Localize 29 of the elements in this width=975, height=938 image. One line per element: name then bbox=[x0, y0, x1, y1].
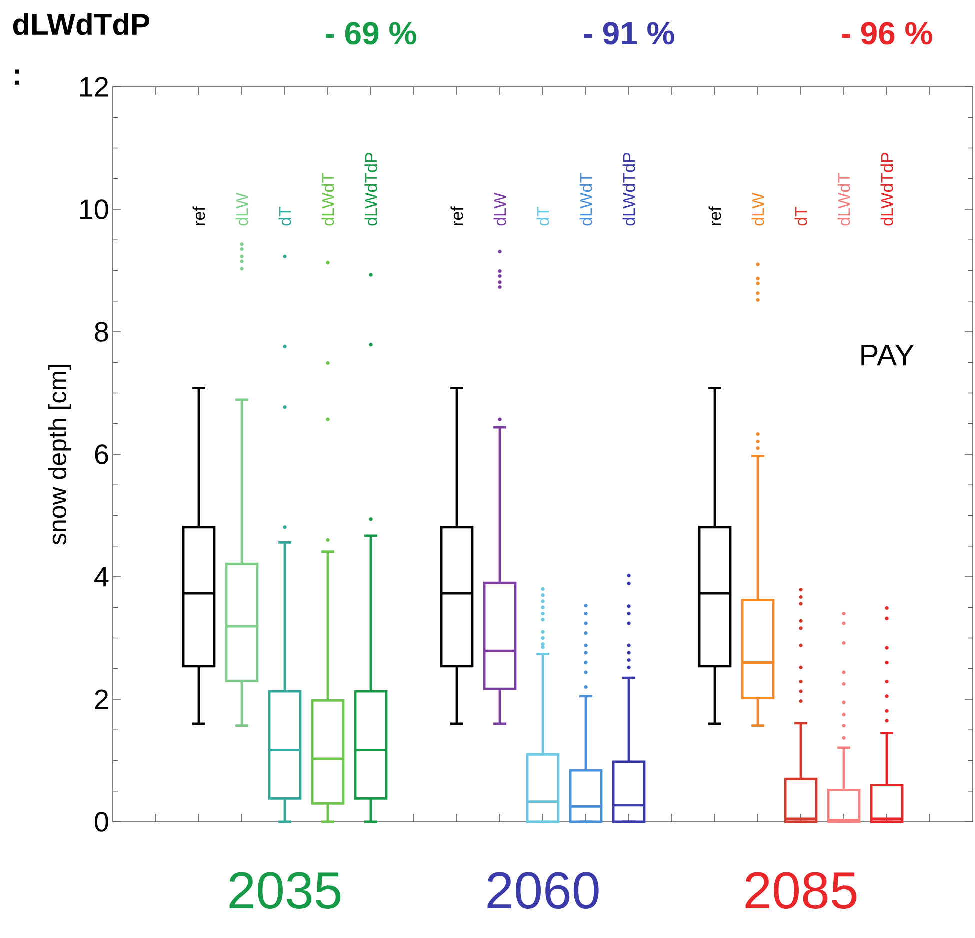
x-tick-label: dT bbox=[536, 206, 550, 226]
y-tick-label: 0 bbox=[95, 812, 108, 832]
y-tick-label: 2 bbox=[95, 690, 108, 710]
x-tick-label: dLWdTdP bbox=[622, 153, 636, 226]
x-tick-label: dT bbox=[278, 206, 292, 226]
y-axis-title: snow depth [cm] bbox=[48, 365, 72, 545]
x-tick-label: dLWdTdP bbox=[364, 153, 378, 226]
x-tick-label: dLW bbox=[236, 192, 248, 226]
y-tick-label: 4 bbox=[94, 567, 109, 587]
y-tick-label: 8 bbox=[95, 322, 108, 342]
x-tick-label: dT bbox=[794, 206, 808, 226]
y-tick-label: 10 bbox=[80, 200, 108, 220]
series-label: 2035 bbox=[230, 872, 341, 910]
series-label: 2060 bbox=[488, 872, 599, 910]
text: - 96 % bbox=[842, 22, 932, 45]
x-tick-label: ref bbox=[192, 206, 206, 226]
x-tick-label: dLWdTdP bbox=[880, 153, 894, 226]
series-label: 2085 bbox=[746, 872, 857, 910]
x-tick-label: ref bbox=[708, 206, 722, 226]
x-tick-label: dLWdT bbox=[580, 173, 592, 226]
text: - 91 % bbox=[584, 22, 674, 45]
x-tick-label: dLW bbox=[494, 192, 506, 226]
text: - 69 % bbox=[326, 22, 416, 45]
x-tick-label: ref bbox=[450, 206, 464, 226]
x-tick-label: dLWdT bbox=[838, 173, 850, 226]
x-tick-label: dLW bbox=[752, 192, 764, 226]
x-tick-label: dLWdT bbox=[322, 173, 334, 226]
annotation: PAY bbox=[862, 344, 914, 366]
y-tick-label: 6 bbox=[95, 444, 108, 464]
